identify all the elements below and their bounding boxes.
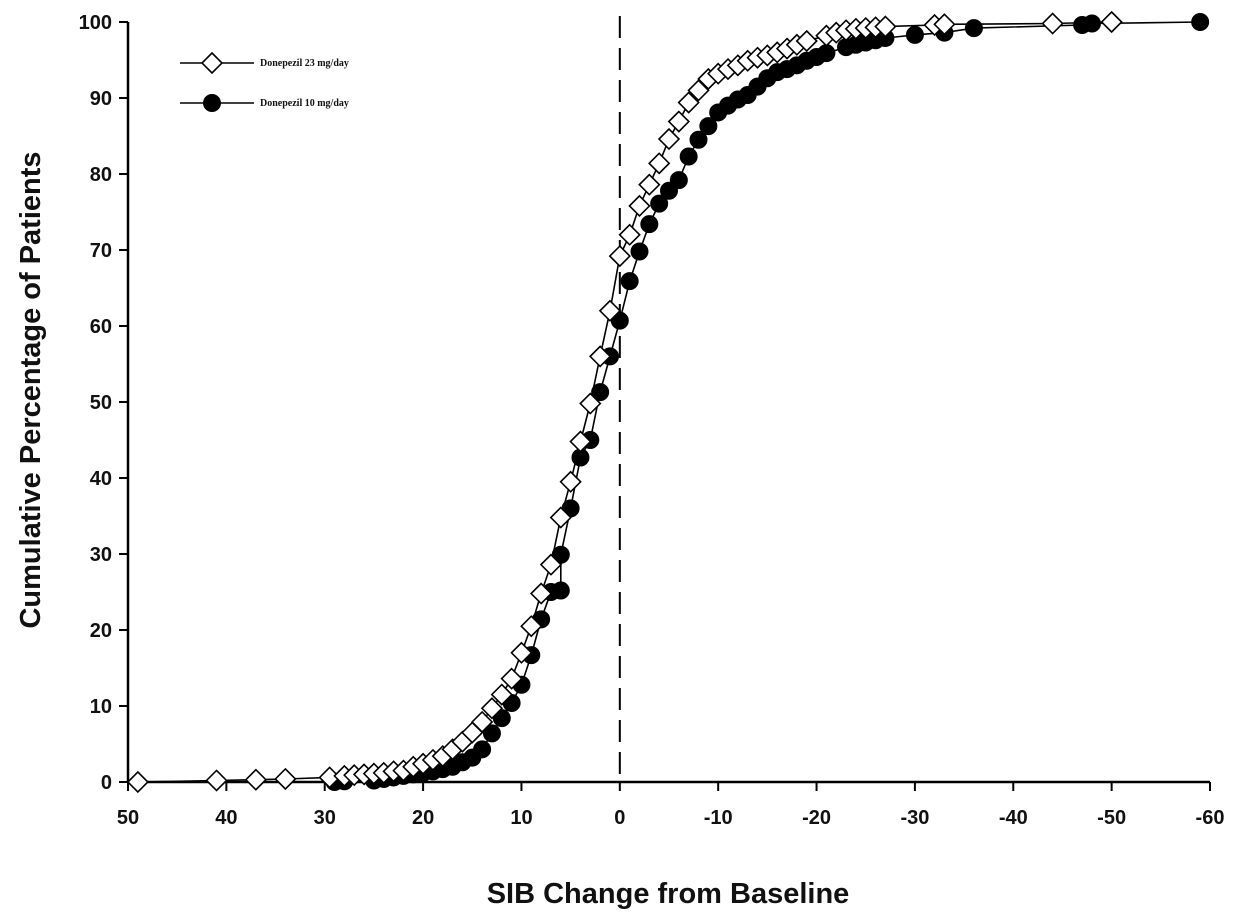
data-point xyxy=(933,13,956,36)
series-line xyxy=(334,21,1201,783)
data-point xyxy=(480,697,504,720)
data-point xyxy=(1100,10,1123,34)
data-point xyxy=(677,91,700,114)
data-point xyxy=(510,641,533,664)
data-point xyxy=(905,25,924,44)
x-tick-label: 0 xyxy=(614,807,625,829)
legend-entry: Donepezil 10 mg/day xyxy=(180,94,349,112)
x-tick-label: -20 xyxy=(802,807,831,829)
data-point xyxy=(689,130,708,149)
data-point xyxy=(492,709,511,728)
data-point xyxy=(569,430,592,453)
y-tick-label: 50 xyxy=(90,392,112,414)
data-point xyxy=(795,29,818,53)
x-tick-label: 30 xyxy=(314,807,336,829)
x-tick-label: 20 xyxy=(412,807,434,829)
data-point xyxy=(650,194,669,213)
legend-label: Donepezil 23 mg/day xyxy=(260,58,349,69)
legend-entry: Donepezil 23 mg/day xyxy=(180,51,349,75)
data-point xyxy=(539,553,563,576)
y-tick-label: 20 xyxy=(90,620,112,642)
y-tick-label: 70 xyxy=(90,240,112,262)
x-tick-label: -10 xyxy=(704,807,733,829)
data-point xyxy=(470,710,494,734)
series-donepezil-23 xyxy=(126,10,1123,794)
y-tick-label: 80 xyxy=(90,164,112,186)
data-point xyxy=(579,392,602,415)
data-point xyxy=(618,223,641,246)
data-point xyxy=(667,110,690,133)
y-tick-label: 0 xyxy=(101,772,112,794)
x-tick-label: -60 xyxy=(1196,807,1225,829)
series-line xyxy=(137,21,1112,783)
series-layer xyxy=(126,10,1210,794)
data-point xyxy=(817,44,836,63)
data-point xyxy=(244,768,268,791)
y-tick-label: 100 xyxy=(79,12,112,34)
data-point xyxy=(559,470,582,493)
data-point xyxy=(669,171,688,190)
data-point xyxy=(529,582,553,605)
data-point xyxy=(274,767,297,791)
y-tick-label: 60 xyxy=(90,316,112,338)
data-point xyxy=(598,299,622,322)
x-tick-label: -30 xyxy=(900,807,929,829)
data-point xyxy=(620,272,639,291)
data-point xyxy=(549,506,572,529)
data-point xyxy=(610,311,629,330)
data-point xyxy=(608,244,631,268)
data-point xyxy=(473,740,492,759)
x-tick-label: 10 xyxy=(510,807,532,829)
data-point xyxy=(964,19,983,38)
y-axis-title: Cumulative Percentage of Patients xyxy=(15,151,47,628)
data-point xyxy=(490,683,513,706)
data-point xyxy=(205,769,228,792)
data-point xyxy=(640,215,659,234)
y-tick-label: 30 xyxy=(90,544,112,566)
x-tick-label: 50 xyxy=(117,807,139,829)
data-point xyxy=(874,15,897,38)
data-point xyxy=(630,242,649,261)
legend: Donepezil 23 mg/day Donepezil 10 mg/day xyxy=(180,51,349,112)
y-tick-label: 90 xyxy=(90,88,112,110)
legend-label: Donepezil 10 mg/day xyxy=(260,98,349,109)
legend-marker xyxy=(203,94,221,112)
data-point xyxy=(591,383,610,402)
data-point xyxy=(520,615,543,638)
data-point xyxy=(126,770,149,794)
series-donepezil-10 xyxy=(325,13,1210,791)
data-point xyxy=(1191,13,1210,31)
data-point xyxy=(551,581,570,600)
data-point xyxy=(699,117,718,136)
x-tick-label: -50 xyxy=(1097,807,1126,829)
data-point xyxy=(482,724,501,743)
data-point xyxy=(679,147,698,166)
x-tick-label: -40 xyxy=(999,807,1028,829)
x-axis-title: SIB Change from Baseline xyxy=(487,878,850,910)
data-point xyxy=(500,667,523,690)
x-tick-label: 40 xyxy=(215,807,237,829)
data-point xyxy=(628,194,651,218)
y-tick-label: 10 xyxy=(90,696,112,718)
data-point xyxy=(638,173,661,196)
data-point xyxy=(589,345,612,368)
legend-marker xyxy=(200,51,224,75)
data-point xyxy=(1082,14,1101,33)
y-tick-label: 40 xyxy=(90,468,112,490)
data-point xyxy=(687,79,710,102)
data-point xyxy=(1041,12,1064,35)
data-point xyxy=(657,127,681,151)
data-point xyxy=(648,152,671,175)
